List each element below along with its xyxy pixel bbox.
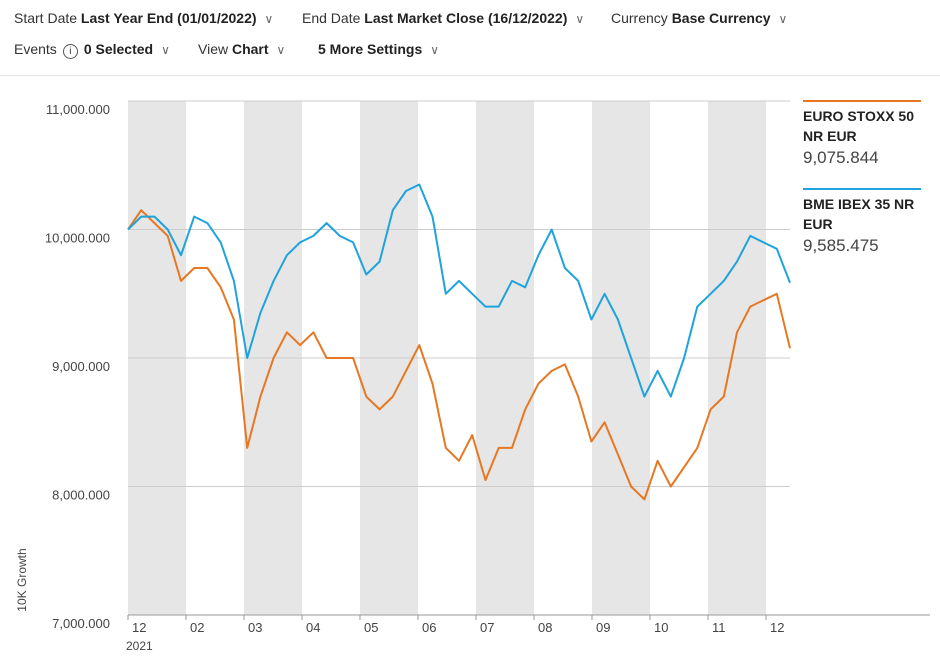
value: Base Currency [671, 10, 771, 26]
divider [0, 75, 940, 76]
settings-control[interactable]: 5 More Settings ∨ [318, 41, 440, 57]
y-tick-label: 10,000.000 [45, 231, 110, 246]
start-date-control[interactable]: Start Date Last Year End (01/01/2022) ∨ [14, 10, 274, 26]
legend-value: 9,075.844 [803, 148, 879, 167]
end-date-control[interactable]: End Date Last Market Close (16/12/2022) ∨ [302, 10, 585, 26]
series-line [127, 183, 791, 398]
x-tick-label: 10 [654, 620, 668, 635]
x-year-label: 2021 [126, 639, 153, 653]
x-tick-label: 03 [248, 620, 262, 635]
x-tick-label: 09 [596, 620, 610, 635]
label: Currency [611, 10, 668, 26]
y-axis-title: 10K Growth [15, 548, 29, 611]
legend-entry: EURO STOXX 50 NR EUR 9,075.844 [803, 100, 921, 168]
x-tick-label: 06 [422, 620, 436, 635]
y-tick-label: 11,000.000 [46, 102, 110, 117]
currency-control[interactable]: Currency Base Currency ∨ [611, 10, 788, 26]
label: Start Date [14, 10, 78, 26]
y-tick-label: 8,000.000 [52, 488, 110, 503]
x-tick-label: 02 [190, 620, 204, 635]
x-tick-label: 11 [712, 620, 726, 635]
label: End Date [302, 10, 361, 26]
x-tick-label: 12 [770, 620, 784, 635]
y-tick-label: 7,000.000 [52, 616, 110, 631]
label: View [198, 41, 229, 57]
value: Chart [231, 41, 269, 57]
view-control[interactable]: View Chart ∨ [198, 41, 286, 57]
value: Last Year End (01/01/2022) [80, 10, 257, 26]
legend-entry: BME IBEX 35 NR EUR 9,585.475 [803, 188, 921, 256]
x-tick-label: 08 [538, 620, 552, 635]
x-tick-label: 07 [480, 620, 494, 635]
events-control[interactable]: Events i 0 Selected ∨ [14, 41, 170, 59]
series-line [127, 209, 791, 501]
x-tick-label: 12 [132, 620, 146, 635]
label: Events [14, 41, 57, 57]
legend-name: EURO STOXX 50 NR EUR [803, 108, 915, 144]
legend-value: 9,585.475 [803, 236, 879, 255]
x-tick-label: 04 [306, 620, 320, 635]
legend-name: BME IBEX 35 NR EUR [803, 196, 915, 232]
value: 5 More Settings [318, 41, 423, 57]
y-tick-label: 9,000.000 [52, 359, 110, 374]
x-tick-label: 05 [364, 620, 378, 635]
value: 0 Selected [83, 41, 154, 57]
value: Last Market Close (16/12/2022) [364, 10, 568, 26]
